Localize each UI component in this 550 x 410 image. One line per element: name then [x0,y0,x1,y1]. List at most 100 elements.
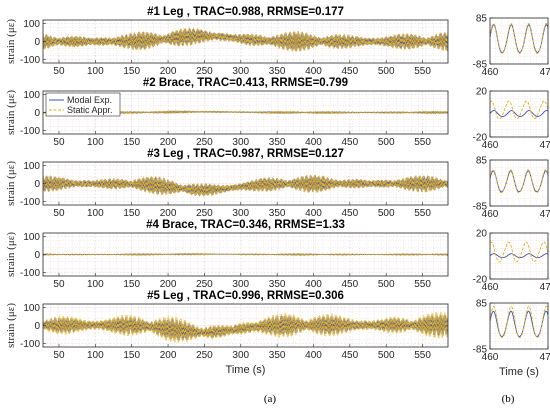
y-tick-label: 100 [23,161,40,172]
chart-title: #4 Brace, TRAC=0.346, RRMSE=1.33 [146,219,345,231]
x-tick-label: 300 [232,279,249,290]
y-tick-label: 0 [34,321,40,332]
y-tick-label: -20 [473,133,488,144]
right-subplot-5: 460 470 85 -85 Time (s) [473,299,550,379]
x-tick-label: 470 [540,282,550,293]
x-tick-label: 50 [53,279,65,290]
x-tick-label: 460 [482,67,499,78]
axes-frame [489,232,549,280]
chart-title: #5 Leg , TRAC=0.996, RRMSE=0.306 [147,290,344,302]
x-tick-label: 50 [53,137,65,148]
right-panel-group: 46047085-8546047020-2046047085-854604702… [473,14,550,379]
y-tick-label: -100 [20,197,40,208]
x-tick-label: 500 [378,350,395,361]
y-axis-label: strain (με) [5,303,17,348]
caption-left: (a) [264,393,277,405]
x-tick-label: 500 [378,279,395,290]
y-tick-label: 100 [23,232,40,243]
x-tick-label: 460 [482,282,499,293]
y-tick-label: 85 [476,156,488,167]
series-static-appr-line [490,169,548,194]
x-tick-label: 450 [341,137,358,148]
x-tick-label: 350 [269,137,286,148]
x-tick-label: 300 [232,137,249,148]
x-tick-label: 400 [305,279,322,290]
x-tick-label: 400 [305,208,322,219]
x-tick-label: 300 [232,208,249,219]
x-tick-label: 250 [196,66,213,77]
axes-frame [489,90,549,138]
y-tick-label: 100 [23,90,40,101]
x-tick-label: 460 [482,352,499,363]
left-subplot-4: 50 100 150 200 250 300 350 400 450 500 550 100 0 -100… [5,219,449,290]
y-axis-label: strain (με) [5,19,17,64]
x-tick-label: 500 [378,66,395,77]
y-tick-label: -100 [20,55,40,66]
x-tick-label: 500 [378,137,395,148]
series-static-appr-line [43,174,448,197]
x-tick-label: 100 [87,66,104,77]
right-subplot-1: 460 470 85 -85 [473,14,550,79]
x-tick-label: 100 [87,137,104,148]
series-modal-exp-line [490,110,548,117]
series-group [490,241,548,263]
legend-entry-label: Modal Exp. [67,95,112,105]
y-tick-label: -20 [473,275,488,286]
x-tick-label: 50 [53,350,65,361]
x-tick-label: 200 [160,66,177,77]
y-tick-label: 0 [34,250,40,261]
x-tick-label: 250 [196,137,213,148]
chart-title: #3 Leg , TRAC=0.987, RRMSE=0.127 [147,148,344,160]
x-tick-label: 400 [305,137,322,148]
x-tick-label: 550 [414,66,431,77]
x-tick-label: 300 [232,350,249,361]
x-tick-label: 200 [160,208,177,219]
series-group [43,312,448,343]
x-tick-label: 100 [87,208,104,219]
left-subplot-1: 50 100 150 200 250 300 350 400 450 500 550 100 0 -100… [5,6,449,77]
x-tick-label: 400 [305,66,322,77]
series-group [490,100,548,120]
x-tick-label: 100 [87,350,104,361]
x-tick-label: 450 [341,66,358,77]
series-static-appr-line [490,241,548,263]
legend-box [45,92,121,117]
series-group [490,22,548,54]
x-tick-label: 450 [341,208,358,219]
x-tick-label: 150 [123,66,140,77]
y-tick-label: 20 [476,87,488,98]
x-tick-label: 500 [378,208,395,219]
x-tick-label: 300 [232,66,249,77]
legend: Modal Exp.Static Appr. [45,92,121,117]
series-static-appr-line [43,252,448,257]
x-tick-label: 470 [540,352,550,363]
x-tick-label: 200 [160,350,177,361]
left-subplot-3: 50 100 150 200 250 300 350 400 450 500 550 100 0 -100… [5,148,449,219]
y-tick-label: 0 [34,37,40,48]
x-tick-label: 150 [123,137,140,148]
x-axis-label: Time (s) [226,364,266,376]
series-group [43,27,448,52]
x-tick-label: 150 [123,279,140,290]
x-tick-label: 550 [414,137,431,148]
y-tick-label: 20 [476,229,488,240]
y-tick-label: 0 [34,179,40,190]
legend-entry-label: Static Appr. [67,105,113,115]
x-tick-label: 50 [53,208,65,219]
chart-title: #2 Brace, TRAC=0.413, RRMSE=0.799 [143,77,348,89]
left-subplot-2: 50 100 150 200 250 300 350 400 450 500 550 100 0 -100… [5,77,449,148]
series-static-appr-line [43,312,448,343]
y-axis-label: strain (με) [5,232,17,277]
x-tick-label: 350 [269,279,286,290]
series-static-appr-line [43,27,448,52]
y-axis-label: strain (με) [5,90,17,135]
x-tick-label: 50 [53,66,65,77]
axes-frame [489,302,549,350]
right-subplot-3: 460 470 85 -85 [473,156,550,221]
left-subplot-5: 50 100 150 200 250 300 350 400 450 500 550 100 0 -100… [5,290,449,376]
x-tick-label: 450 [341,350,358,361]
series-group [490,169,548,194]
x-tick-label: 550 [414,279,431,290]
x-tick-label: 250 [196,350,213,361]
